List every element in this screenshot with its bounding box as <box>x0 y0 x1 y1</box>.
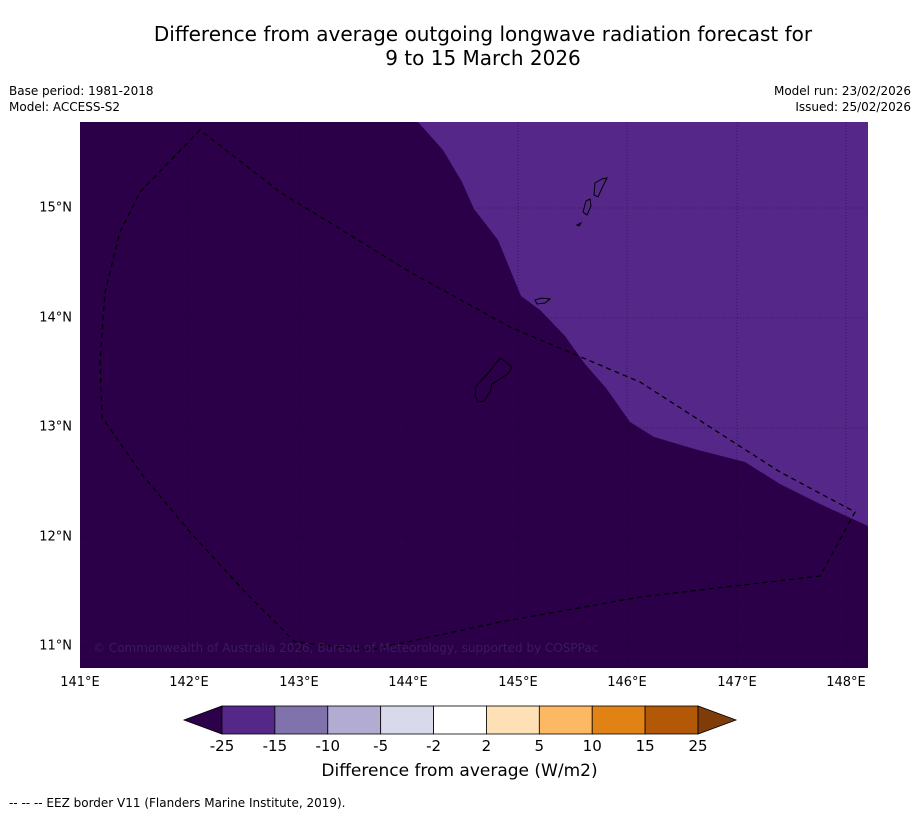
issued-date: Issued: 25/02/2026 <box>795 100 911 114</box>
region-medium <box>418 122 868 526</box>
colorbar-tick-label: 5 <box>534 737 545 755</box>
colorbar-tick-label: -10 <box>315 737 341 755</box>
island-guam <box>474 357 513 403</box>
colorbar-tick-label: 25 <box>688 737 708 755</box>
colorbar-tick-label: -5 <box>373 737 389 755</box>
lat-label-15: 15°N <box>39 200 72 216</box>
island-aguijan <box>575 221 583 227</box>
model-name: Model: ACCESS-S2 <box>9 100 121 114</box>
colorbar-tick-label: 15 <box>635 737 655 755</box>
lon-label-141: 141°E <box>60 675 100 690</box>
colorbar-extend-low <box>182 705 223 735</box>
lon-label-145: 145°E <box>498 675 538 690</box>
title-line-2: 9 to 15 March 2026 <box>385 46 581 70</box>
model-run: Model run: 23/02/2026 <box>773 84 911 98</box>
colorbar-swatch <box>591 705 646 735</box>
eez-border <box>99 129 856 651</box>
colorbar-swatch <box>221 705 276 735</box>
lat-label-13: 13°N <box>39 419 72 435</box>
colorbar-swatch <box>538 705 593 735</box>
eez-legend: -- -- -- EEZ border V11 (Flanders Marine… <box>9 796 346 810</box>
colorbar-tick-label: -2 <box>426 737 442 755</box>
lat-label-11: 11°N <box>39 638 72 654</box>
colorbar-swatch <box>380 705 434 735</box>
meta-left: Base period: 1981-2018 Model: ACCESS-S2 <box>9 83 154 115</box>
colorbar-tick-label: -15 <box>262 737 288 755</box>
colorbar-tick-label: -25 <box>209 737 235 755</box>
lon-label-144: 144°E <box>388 675 428 690</box>
colorbar-tick-label: 10 <box>582 737 602 755</box>
colorbar-swatch <box>327 705 382 735</box>
map-svg <box>80 122 868 668</box>
colorbar-swatches <box>182 705 738 735</box>
colorbar-swatch <box>274 705 329 735</box>
lon-label-148: 148°E <box>826 675 866 690</box>
colorbar-label: Difference from average (W/m2) <box>321 761 598 781</box>
island-tinian <box>582 198 592 216</box>
lon-label-142: 142°E <box>169 675 209 690</box>
gridlines <box>80 122 868 668</box>
colorbar-swatch <box>486 705 540 735</box>
island-saipan <box>593 177 608 198</box>
colorbar-swatch <box>433 705 487 735</box>
lon-label-143: 143°E <box>279 675 319 690</box>
colorbar <box>182 705 738 735</box>
map-panel <box>80 122 868 668</box>
meta-right: Model run: 23/02/2026 Issued: 25/02/2026 <box>774 83 911 115</box>
copyright-notice: © Commonwealth of Australia 2026, Bureau… <box>93 641 599 655</box>
title-line-1: Difference from average outgoing longwav… <box>153 22 813 46</box>
lon-label-147: 147°E <box>717 675 757 690</box>
colorbar-tick-label: 2 <box>481 737 492 755</box>
island-rota <box>534 297 552 305</box>
lat-label-14: 14°N <box>39 310 72 326</box>
colorbar-extend-high <box>697 705 738 735</box>
chart-title: Difference from average outgoing longwav… <box>0 22 919 70</box>
islands <box>474 177 608 403</box>
colorbar-swatch <box>644 705 699 735</box>
lat-label-12: 12°N <box>39 529 72 545</box>
lon-label-146: 146°E <box>607 675 647 690</box>
base-period: Base period: 1981-2018 <box>9 84 154 98</box>
